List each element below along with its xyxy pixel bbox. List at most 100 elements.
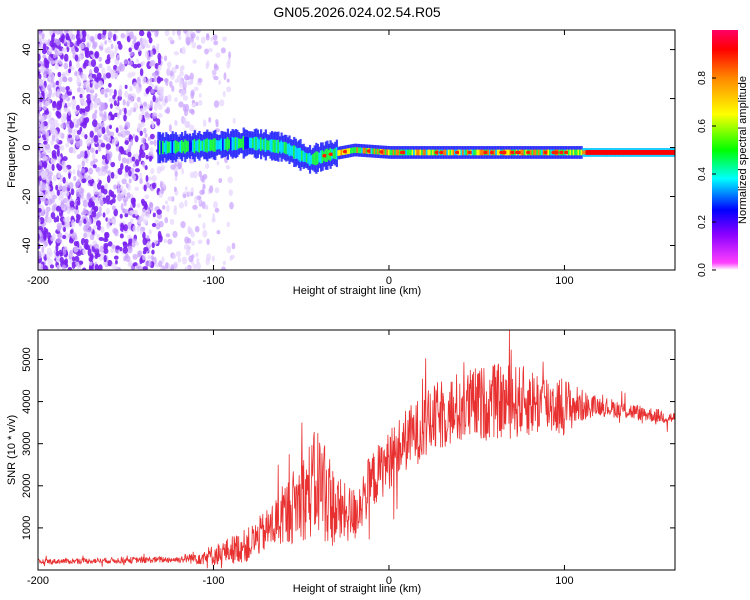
- spectrogram-band-core: [233, 137, 236, 150]
- spectrogram-band-core: [212, 138, 215, 152]
- spectrogram-noise-cell: [76, 251, 82, 257]
- spectrogram-band-core: [451, 149, 454, 156]
- snr-panel: -200 -100 0 100 1000 2000 3000 4000 5000 Height…: [6, 329, 676, 595]
- spectrogram-noise-cell: [73, 109, 79, 115]
- spectrogram-band-core: [417, 149, 421, 156]
- spectrogram-band-core: [209, 139, 212, 152]
- spectrogram-noise-cell: [174, 119, 178, 125]
- spectrogram-noise-cell: [71, 219, 75, 228]
- spectrogram-noise-cell: [97, 139, 103, 144]
- spectrogram-noise-cell: [90, 59, 97, 68]
- spectrogram-noise-cell: [91, 211, 97, 218]
- spectrogram-band-core: [163, 142, 166, 153]
- spectrogram-band-core: [207, 139, 211, 152]
- spectrogram-noise-cell: [149, 133, 155, 140]
- spectrogram-noise-cell: [88, 217, 92, 226]
- spectrogram-noise-cell: [74, 54, 79, 62]
- spectrogram-band-core: [218, 140, 222, 150]
- snr-frame: [37, 329, 676, 571]
- spectrogram-noise-cell: [89, 130, 94, 138]
- spectrogram-noise-cell: [93, 101, 98, 109]
- spectrogram-noise-cell: [87, 179, 94, 185]
- spectrogram-band-core: [427, 149, 430, 156]
- spectrogram-noise-cell: [112, 94, 116, 100]
- spectrogram-noise-cell: [92, 119, 98, 128]
- spectrogram-noise-cell: [89, 261, 93, 266]
- spectrogram-noise-cell: [63, 53, 69, 62]
- spectrogram-noise-cell: [77, 214, 81, 220]
- spectrogram-noise-cell: [107, 217, 111, 223]
- spectrogram-noise-cell: [42, 156, 48, 161]
- spectrogram-noise-cell: [38, 30, 42, 36]
- spectrogram-band-core: [372, 148, 375, 155]
- spectrogram-noise-cell: [116, 54, 120, 59]
- spectrogram-noise-cell: [128, 237, 133, 245]
- spectrogram-noise-cell: [123, 224, 128, 232]
- spectrogram-band-core: [192, 140, 195, 152]
- spectrogram-band-core: [507, 149, 511, 156]
- spectrogram-noise-cell: [59, 144, 65, 151]
- spectrogram-noise-cell: [101, 126, 106, 134]
- spectrogram-y-ticks: -40 -20 0 20 40: [21, 43, 675, 253]
- spectrogram-noise-cell: [104, 93, 108, 98]
- spectrogram-noise-cell: [147, 255, 152, 260]
- spectrogram-noise-cell: [61, 185, 67, 193]
- spectrogram-noise-cell: [173, 186, 177, 192]
- spectrogram-noise-cell: [205, 63, 209, 70]
- spectrogram-noise-cell: [41, 33, 45, 40]
- spectrogram-noise-cell: [144, 194, 150, 200]
- spectrogram-noise-cell: [197, 213, 202, 218]
- spectrogram-noise-cell: [132, 163, 137, 168]
- spectrogram-noise-cell: [211, 255, 216, 262]
- spectrogram-noise-cell: [73, 240, 78, 247]
- spectrogram-noise-cell: [82, 101, 88, 107]
- spectrogram-band-core: [275, 140, 278, 153]
- spectrogram-band-core: [181, 140, 184, 154]
- spectrogram-noise-cell: [97, 191, 103, 200]
- spectrogram-noise-cell: [115, 106, 120, 111]
- colorbar-tick-label: 0.6: [697, 119, 708, 133]
- spectrogram-band-core: [364, 147, 367, 154]
- spectrogram-band-core: [428, 149, 432, 156]
- spectrogram-noise-cell: [188, 108, 195, 114]
- spectrogram-band-core: [201, 140, 204, 151]
- spectrogram-noise-cell: [38, 218, 41, 225]
- spectrogram-noise-cell: [159, 94, 165, 99]
- spectrogram-noise-cell: [38, 120, 41, 128]
- spectrogram-band-core: [405, 149, 408, 156]
- spectrogram-noise-cell: [122, 99, 126, 106]
- spectrogram-band-core: [307, 153, 310, 164]
- spectrogram-noise-cell: [76, 200, 81, 206]
- spectrogram-noise-cell: [201, 201, 206, 210]
- spectrogram-noise-cell: [116, 186, 121, 195]
- spectrogram-noise-cell: [62, 176, 66, 184]
- spectrogram-noise-cell: [104, 164, 109, 170]
- spectrogram-band-core: [413, 149, 416, 156]
- spectrogram-noise-cell: [223, 72, 227, 81]
- spectrogram-noise-cell: [174, 97, 178, 103]
- spectrogram-noise-cell: [103, 133, 108, 141]
- spectrogram-band-core: [241, 138, 244, 148]
- spectrogram-noise-cell: [106, 153, 112, 161]
- spectrogram-band-core: [305, 153, 308, 163]
- spectrogram-noise-cell: [212, 34, 218, 41]
- spectrogram-noise-cell: [65, 202, 70, 207]
- spectrogram-noise-cell: [55, 30, 61, 35]
- spectrogram-noise-cell: [50, 139, 55, 146]
- spectrogram-noise-cell: [209, 185, 214, 194]
- spectrogram-band-core: [539, 149, 542, 156]
- spectrogram-band-core: [188, 140, 192, 152]
- spectrogram-noise-cell: [173, 261, 179, 268]
- spectrogram-noise-cell: [98, 264, 103, 270]
- spectrogram-noise-cell: [77, 170, 83, 178]
- spectrogram-band-core: [294, 146, 297, 160]
- spectrogram-noise-cell: [85, 80, 90, 88]
- spectrogram-noise-cell: [44, 143, 51, 150]
- spectrogram-noise-cell: [49, 264, 55, 269]
- spectrogram-noise-cell: [81, 35, 86, 43]
- spectrogram-noise-cell: [136, 76, 141, 85]
- spectrogram-band-core: [444, 149, 447, 156]
- spectrogram-noise-cell: [151, 174, 157, 182]
- spectrogram-band-core: [422, 149, 425, 156]
- spectrogram-noise-cell: [132, 225, 137, 232]
